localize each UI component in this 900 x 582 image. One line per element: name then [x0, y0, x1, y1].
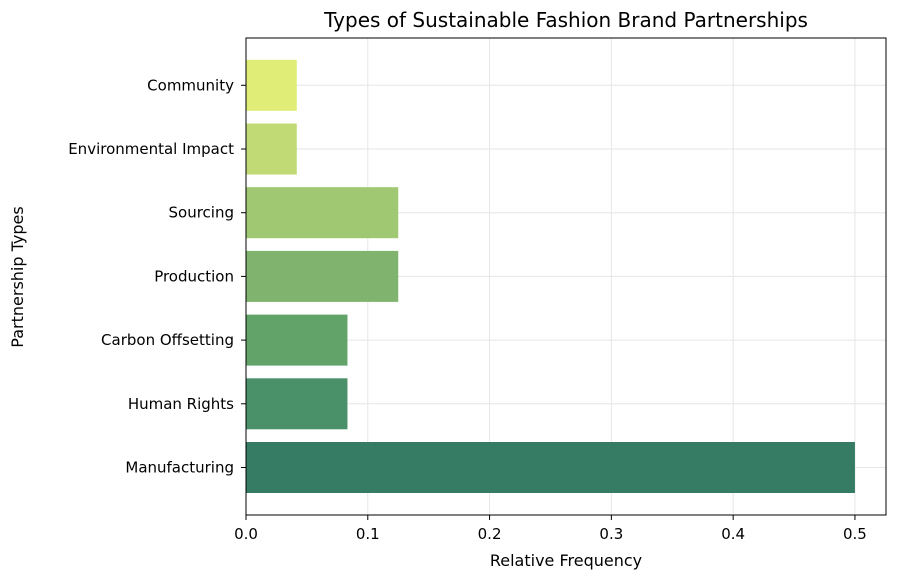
bars: [246, 59, 855, 493]
y-axis-label: Partnership Types: [8, 206, 27, 347]
y-tick-label: Environmental Impact: [68, 140, 234, 158]
x-axis-ticks: 0.0 0.1 0.2 0.3 0.4 0.5: [234, 515, 867, 543]
x-tick-label: 0.3: [599, 525, 623, 543]
bar-community: [246, 59, 297, 111]
bar-human-rights: [246, 378, 348, 430]
y-tick-label: Sourcing: [169, 204, 235, 222]
y-tick-label: Community: [147, 76, 234, 94]
bar-manufacturing: [246, 442, 855, 493]
y-tick-label: Carbon Offsetting: [101, 331, 234, 349]
x-tick-label: 0.1: [356, 525, 380, 543]
bar-sourcing: [246, 187, 399, 239]
y-tick-label: Production: [154, 267, 234, 285]
x-tick-label: 0.5: [843, 525, 867, 543]
bar-production: [246, 250, 399, 302]
x-tick-label: 0.0: [234, 525, 258, 543]
bar-carbon-offsetting: [246, 314, 348, 366]
y-tick-label: Human Rights: [128, 395, 234, 413]
chart-title: Types of Sustainable Fashion Brand Partn…: [323, 8, 808, 32]
bar-environmental-impact: [246, 123, 297, 175]
x-tick-label: 0.4: [721, 525, 745, 543]
x-tick-label: 0.2: [478, 525, 502, 543]
y-axis-ticks: Manufacturing Human Rights Carbon Offsetti…: [68, 76, 246, 477]
y-tick-label: Manufacturing: [125, 459, 234, 477]
x-axis-label: Relative Frequency: [490, 551, 642, 570]
